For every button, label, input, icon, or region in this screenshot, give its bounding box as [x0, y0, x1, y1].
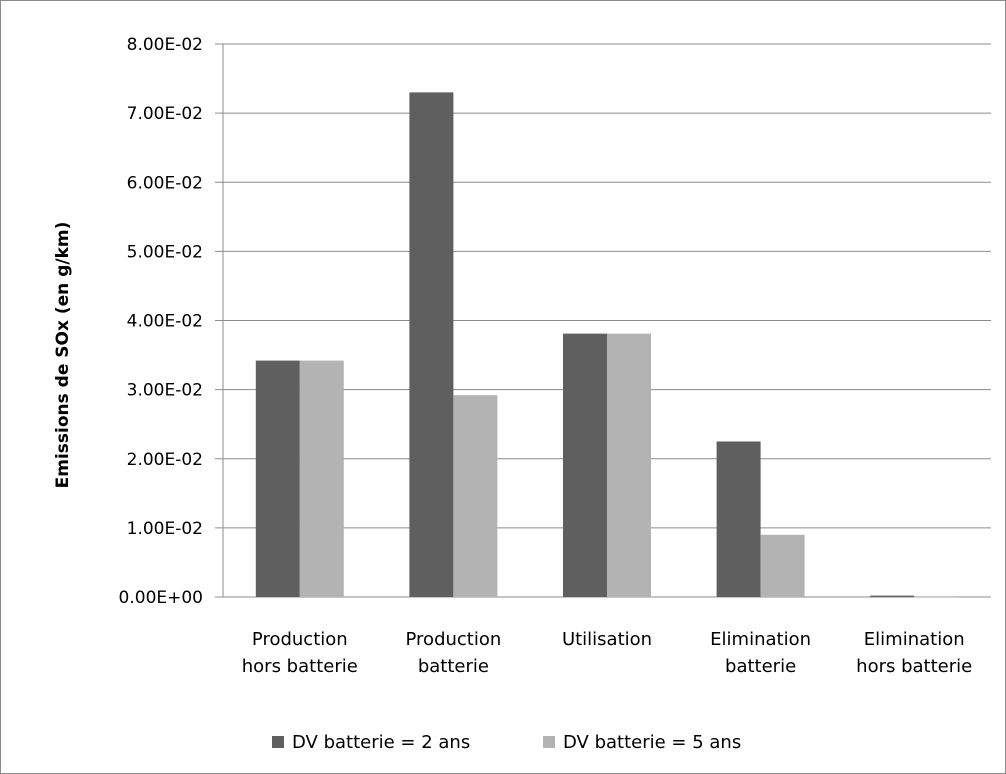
legend-swatch: [543, 736, 555, 748]
y-tick-label: 2.00E-02: [127, 450, 203, 470]
y-tick-label: 8.00E-02: [127, 35, 203, 55]
x-category-label: hors batterie: [242, 656, 358, 677]
gridlines: [215, 43, 991, 598]
bar: [453, 395, 498, 597]
x-category-label: hors batterie: [856, 656, 972, 677]
y-tick-label: 1.00E-02: [127, 519, 203, 539]
bar: [255, 360, 300, 597]
y-tick-label: 0.00E+00: [119, 588, 203, 608]
y-tick-label: 6.00E-02: [127, 173, 203, 193]
y-tick-label: 3.00E-02: [127, 381, 203, 401]
bar: [607, 333, 651, 597]
legend-swatch: [272, 736, 284, 748]
x-category-label: batterie: [725, 656, 796, 677]
bar: [563, 333, 607, 597]
bar: [760, 534, 805, 597]
legend-label: DV batterie = 5 ans: [563, 732, 741, 753]
y-axis-title: Emissions de SOx (en g/km): [53, 222, 73, 489]
y-tick-labels: 0.00E+00 1.00E-02 2.00E-02 3.00E-02 4.00E-02…: [119, 35, 203, 608]
x-category-label: batterie: [418, 656, 489, 677]
bar: [716, 441, 761, 597]
bar: [914, 596, 959, 598]
x-category-label: Elimination: [864, 629, 965, 650]
x-category-label: Production: [406, 629, 502, 650]
legend-label: DV batterie = 2 ans: [292, 732, 470, 753]
bar: [870, 595, 915, 597]
y-tick-label: 7.00E-02: [127, 104, 203, 124]
legend: DV batterie = 2 ans DV batterie = 5 ans: [272, 732, 741, 753]
x-category-labels: Production hors batterie Production batteri…: [242, 629, 972, 677]
x-category-label: Production: [252, 629, 348, 650]
bars: [255, 92, 959, 598]
y-tick-label: 4.00E-02: [127, 312, 203, 332]
x-category-label: Elimination: [710, 629, 811, 650]
y-tick-label: 5.00E-02: [127, 242, 203, 262]
bar: [299, 360, 344, 597]
x-category-label: Utilisation: [562, 629, 652, 650]
bar: [409, 92, 454, 597]
